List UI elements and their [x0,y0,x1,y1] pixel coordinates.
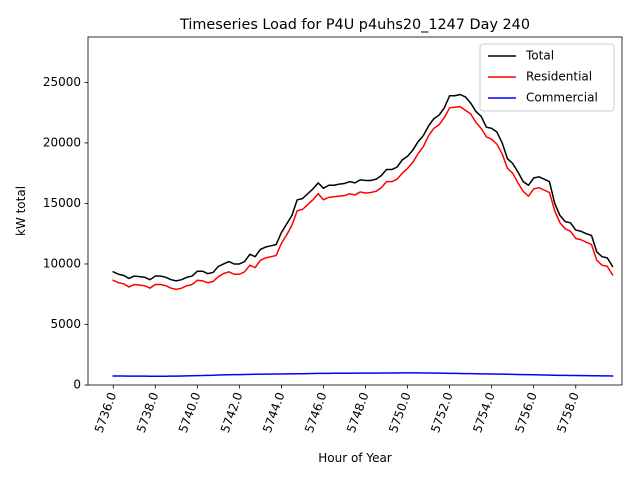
y-tick-label: 10000 [43,256,81,270]
y-axis-label: kW total [14,186,28,236]
y-tick-label: 0 [73,378,81,392]
legend-box [479,43,615,112]
y-axis-ticks: 0 5000 10000 15000 20000 25000 [43,75,88,392]
series-line-total [112,93,614,282]
y-tick-label: 20000 [43,135,81,149]
chart-title: Timeseries Load for P4U p4uhs20_1247 Day… [179,17,530,33]
y-tick-label: 5000 [50,317,81,331]
series-line-residential [112,105,614,291]
legend-label-commercial: Commercial [526,91,598,105]
x-axis-label: Hour of Year [318,451,392,465]
legend-label-residential: Residential [526,70,592,84]
series-line-commercial [112,372,614,378]
legend-items: Total Residential Commercial [488,49,598,105]
legend-label-total: Total [525,49,554,63]
plot-frame [87,36,623,386]
legend: Total Residential Commercial [479,43,615,112]
series-lines [112,93,614,378]
y-tick-label: 25000 [43,75,81,89]
y-tick-label: 15000 [43,196,81,210]
